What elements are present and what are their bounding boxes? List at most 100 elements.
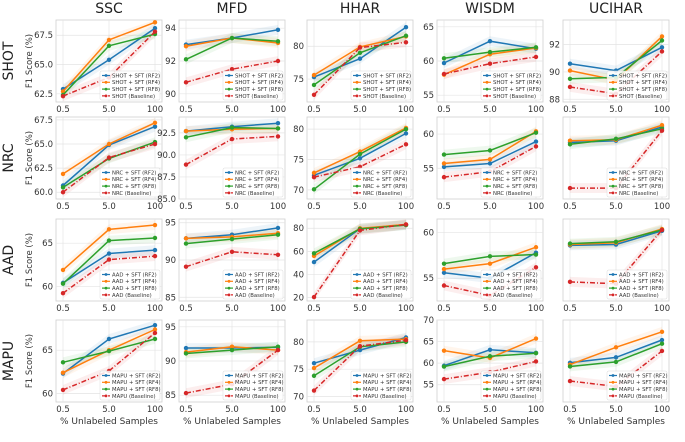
- legend-box: [99, 370, 161, 401]
- x-tick-label: 0.5: [437, 105, 451, 115]
- x-tick-label: 5.0: [225, 105, 239, 115]
- series-band: [63, 26, 155, 102]
- legend-entry: SHOT + SFT (RF8): [235, 87, 283, 93]
- series-band: [444, 43, 536, 80]
- data-point: [311, 82, 317, 88]
- data-point: [533, 54, 539, 60]
- series-band: [314, 219, 406, 301]
- y-tick-label: 65: [42, 239, 53, 249]
- x-tick-label: 100: [147, 202, 163, 212]
- legend-entry: MAPU (Baseline): [112, 394, 156, 400]
- x-tick-label: 100: [528, 405, 544, 415]
- legend-entry: AAD + SFT (RF8): [235, 286, 280, 292]
- legend-entry: SHOT (Baseline): [619, 94, 662, 100]
- data-point: [229, 344, 235, 349]
- legend: MAPU + SFT (RF2)MAPU + SFT (RF4)MAPU + S…: [480, 370, 542, 401]
- x-tick-label: 5.0: [225, 405, 239, 415]
- legend-box: [99, 269, 161, 300]
- legend-entry: AAD + SFT (RF2): [112, 272, 157, 278]
- data-point: [403, 142, 409, 147]
- data-point: [403, 222, 409, 227]
- column-title-ssc: SSC: [95, 1, 123, 17]
- x-tick-label: 5.0: [225, 304, 239, 314]
- x-axis-label: % Unlabeled Samples: [441, 417, 539, 427]
- legend-box: [222, 167, 284, 198]
- legend-marker: [611, 380, 615, 384]
- series-band: [63, 245, 155, 288]
- legend-entry: AAD + SFT (RF8): [112, 286, 157, 292]
- legend-entry: SHOT + SFT (RF8): [112, 87, 160, 93]
- legend: MAPU + SFT (RF2)MAPU + SFT (RF4)MAPU + S…: [99, 370, 161, 401]
- x-tick-label: 100: [398, 105, 414, 115]
- series-band: [444, 247, 536, 284]
- y-tick-label: 80: [293, 338, 304, 348]
- panel-mapu-mfd: 85 90 95 0.5 5.0 100 % Unlabeled Samples MAPU +…: [165, 319, 286, 427]
- legend: AAD + SFT (RF2)AAD + SFT (RF4)AAD + SFT …: [480, 269, 542, 300]
- legend-entry: MAPU + SFT (RF2): [235, 373, 284, 379]
- x-axis-label: % Unlabeled Samples: [60, 417, 158, 427]
- legend-marker: [355, 171, 359, 174]
- legend-marker: [355, 184, 359, 188]
- series-band: [63, 320, 155, 379]
- legend-marker: [355, 394, 359, 398]
- data-point: [311, 365, 317, 371]
- legend-entry: NRC (Baseline): [235, 191, 274, 197]
- series-band: [570, 225, 662, 289]
- legend: NRC + SFT (RF2)NRC + SFT (RF4)NRC + SFT …: [480, 167, 542, 198]
- y-tick-label: 60: [423, 359, 434, 369]
- data-point: [60, 291, 66, 296]
- data-point: [441, 56, 447, 61]
- y-tick-label: 60: [423, 130, 434, 140]
- data-point: [567, 378, 573, 384]
- y-tick-label: 65: [423, 338, 434, 348]
- series-band: [186, 33, 278, 52]
- data-point: [152, 124, 158, 129]
- x-tick-label: 100: [147, 105, 163, 115]
- legend: AAD + SFT (RF2)AAD + SFT (RF4)AAD + SFT …: [222, 269, 284, 300]
- data-point: [106, 257, 112, 262]
- data-point: [311, 170, 317, 176]
- data-point: [152, 29, 158, 34]
- data-point: [311, 388, 317, 393]
- data-point: [441, 261, 447, 266]
- data-point: [659, 128, 665, 133]
- legend-entry: NRC + SFT (RF8): [235, 184, 279, 190]
- legend-marker: [227, 286, 231, 290]
- data-point: [487, 49, 493, 55]
- data-point: [487, 347, 493, 352]
- x-tick-label: 100: [528, 202, 544, 212]
- data-point: [613, 355, 619, 360]
- legend: SHOT + SFT (RF2)SHOT + SFT (RF4)SHOT + S…: [99, 70, 161, 101]
- x-tick-label: 0.5: [179, 105, 193, 115]
- legend-marker: [611, 184, 615, 188]
- legend-marker: [485, 273, 489, 276]
- x-tick-label: 5.0: [102, 105, 116, 115]
- data-point: [229, 136, 235, 142]
- row-title-aad: AAD: [1, 245, 17, 275]
- legend-entry: NRC + SFT (RF2): [235, 170, 279, 176]
- data-point: [311, 294, 317, 300]
- legend-entry: AAD + SFT (RF8): [619, 286, 664, 292]
- legend-entry: AAD + SFT (RF8): [363, 286, 408, 292]
- data-point: [60, 281, 66, 286]
- data-point: [441, 152, 447, 157]
- series-band: [63, 328, 155, 395]
- data-point: [441, 71, 447, 77]
- x-tick-label: 100: [654, 202, 670, 212]
- legend-entry: NRC + SFT (RF2): [619, 170, 663, 176]
- data-point: [229, 35, 235, 41]
- data-point: [403, 126, 409, 132]
- column-title-hhar: HHAR: [340, 1, 381, 17]
- data-point: [487, 148, 493, 153]
- x-tick-label: 0.5: [563, 405, 577, 415]
- data-point: [487, 161, 493, 166]
- data-point: [357, 347, 363, 353]
- data-point: [441, 164, 447, 170]
- legend-marker: [485, 394, 489, 398]
- data-point: [152, 141, 158, 147]
- data-point: [403, 131, 409, 136]
- legend-entry: MAPU + SFT (RF8): [112, 387, 161, 393]
- legend-marker: [104, 374, 108, 377]
- legend-entry: NRC + SFT (RF8): [112, 184, 156, 190]
